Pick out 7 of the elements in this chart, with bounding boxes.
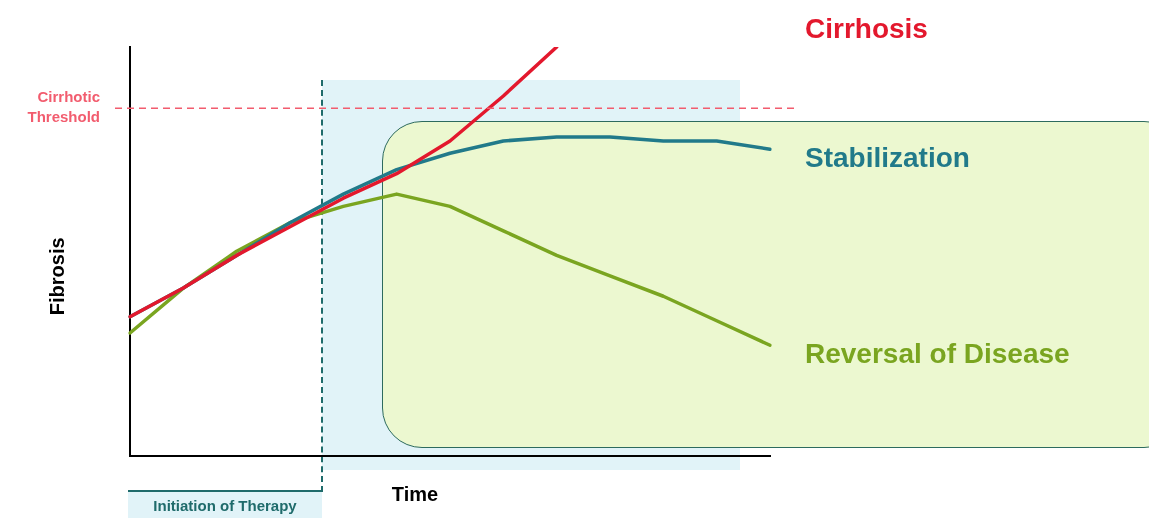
x-axis-title: Time <box>391 483 439 506</box>
text: Cirrhosis <box>805 12 928 44</box>
series-label: Reversal of Disease <box>805 338 1070 369</box>
ref-line-label: Cirrhotic Threshold <box>27 88 100 126</box>
y-axis-title: Fibrosis <box>45 237 68 316</box>
text: Initiation of Therapy <box>128 490 322 518</box>
series-label: Stabilization <box>805 141 970 173</box>
